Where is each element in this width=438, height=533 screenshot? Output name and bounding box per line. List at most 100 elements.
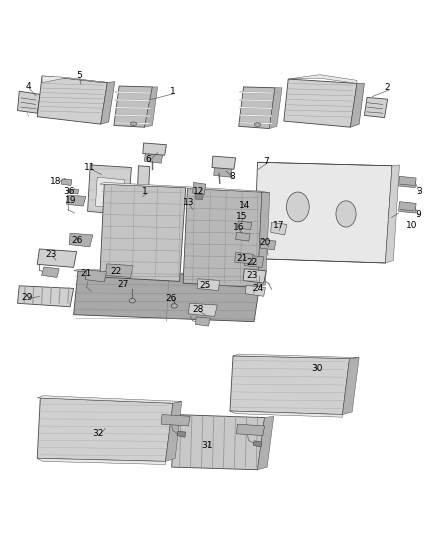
Text: 6: 6 [145,155,151,164]
Text: 16: 16 [233,223,244,232]
Text: 11: 11 [84,163,95,172]
Polygon shape [385,165,399,263]
Polygon shape [88,165,131,215]
Polygon shape [100,184,186,281]
Polygon shape [288,75,357,84]
Ellipse shape [254,123,261,126]
Polygon shape [271,222,287,235]
Polygon shape [105,264,133,278]
Polygon shape [243,269,266,283]
Polygon shape [269,88,282,128]
Polygon shape [101,82,115,124]
Text: 10: 10 [406,221,417,230]
Polygon shape [143,143,166,155]
Polygon shape [195,317,210,326]
Polygon shape [85,270,106,282]
Polygon shape [197,279,220,290]
Text: 17: 17 [273,221,285,230]
Text: 22: 22 [246,257,258,266]
Text: 25: 25 [199,281,211,290]
Polygon shape [254,162,392,263]
Polygon shape [95,177,124,209]
Polygon shape [166,401,182,462]
Polygon shape [230,356,350,415]
Polygon shape [236,232,250,241]
Polygon shape [258,192,270,287]
Polygon shape [284,79,357,127]
Polygon shape [364,98,388,118]
Text: 36: 36 [64,187,75,196]
Polygon shape [37,458,166,464]
Polygon shape [258,416,274,470]
Polygon shape [145,151,163,163]
Polygon shape [233,354,359,359]
Polygon shape [260,239,276,250]
Text: 26: 26 [71,236,82,245]
Polygon shape [195,194,203,200]
Text: 27: 27 [117,279,128,288]
Polygon shape [239,87,275,128]
Polygon shape [37,395,182,403]
Polygon shape [42,267,59,278]
Text: 29: 29 [21,293,33,302]
Polygon shape [18,286,74,307]
Text: 28: 28 [193,305,204,314]
Text: 12: 12 [193,187,204,196]
Ellipse shape [129,298,135,303]
Text: 1: 1 [170,87,176,96]
Text: 18: 18 [50,177,62,186]
Polygon shape [74,269,261,277]
Text: 9: 9 [416,211,422,219]
Polygon shape [18,91,40,113]
Text: 7: 7 [263,157,269,166]
Text: 15: 15 [236,212,247,221]
Polygon shape [188,303,217,317]
Polygon shape [237,424,265,435]
Text: 1: 1 [141,187,148,196]
Polygon shape [399,201,416,213]
Text: 8: 8 [229,172,235,181]
Text: 32: 32 [92,429,103,438]
Polygon shape [69,233,93,247]
Polygon shape [212,156,236,169]
Polygon shape [343,358,359,415]
Polygon shape [350,84,364,127]
Text: 23: 23 [246,271,258,280]
Polygon shape [42,76,107,83]
Ellipse shape [131,122,137,125]
Ellipse shape [286,192,309,222]
Polygon shape [100,182,270,193]
Ellipse shape [336,201,356,227]
Text: 31: 31 [201,441,212,450]
Polygon shape [37,398,173,462]
Text: 30: 30 [311,364,323,373]
Polygon shape [37,76,107,124]
Polygon shape [37,249,77,268]
Polygon shape [161,415,190,426]
Polygon shape [214,165,232,177]
Text: 21: 21 [81,270,92,278]
Polygon shape [244,255,264,268]
Text: 24: 24 [252,284,264,293]
Polygon shape [61,179,72,185]
Polygon shape [177,431,186,437]
Text: 20: 20 [259,238,270,247]
Polygon shape [230,411,343,417]
Polygon shape [237,221,252,230]
Polygon shape [253,441,262,447]
Text: 2: 2 [385,83,390,92]
Text: 3: 3 [416,187,422,196]
Polygon shape [68,189,78,194]
Text: 19: 19 [65,196,77,205]
Text: 14: 14 [239,201,250,209]
Polygon shape [114,86,152,127]
Polygon shape [74,271,261,322]
Polygon shape [137,166,150,215]
Polygon shape [245,285,265,296]
Polygon shape [67,195,86,206]
Text: 21: 21 [236,254,247,263]
Text: 4: 4 [26,83,31,92]
Ellipse shape [171,304,177,308]
Text: 23: 23 [46,250,57,259]
Text: 26: 26 [165,294,177,303]
